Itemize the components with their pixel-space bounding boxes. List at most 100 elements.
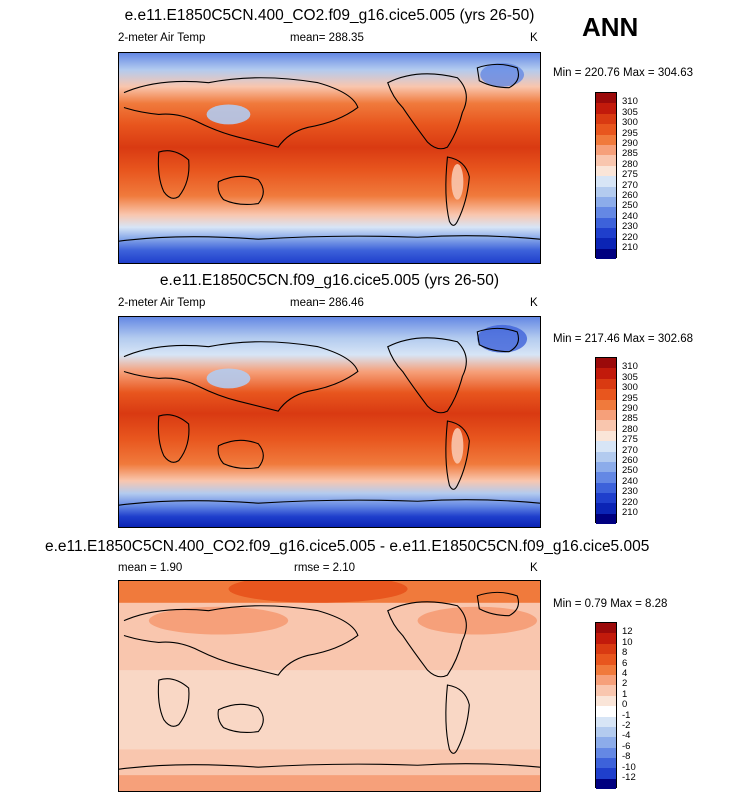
- colorbar-tick-label: 285: [622, 148, 638, 160]
- colorbar-segment: [596, 196, 616, 208]
- colorbar-segment: [596, 758, 616, 769]
- panel-3-map: [118, 580, 541, 792]
- panel-2-map: [118, 316, 541, 528]
- colorbar-tick-label: 210: [622, 507, 638, 518]
- panel-2-coastlines: [119, 327, 540, 506]
- colorbar-tick-label: 260: [622, 190, 638, 201]
- colorbar-segment: [596, 155, 616, 166]
- colorbar-segment: [596, 124, 616, 135]
- panel-1-coastlines: [119, 63, 540, 242]
- colorbar-tick-label: 295: [622, 127, 638, 139]
- colorbar-tick-label: 8: [622, 647, 628, 659]
- colorbar-tick-label: 295: [622, 392, 638, 404]
- colorbar-segment: [596, 685, 616, 696]
- colorbar-segment: [596, 113, 616, 125]
- colorbar-tick-label: 290: [622, 138, 638, 149]
- colorbar-segment: [596, 747, 616, 759]
- colorbar-segment: [596, 207, 616, 218]
- panel-3-coastlines: [119, 591, 540, 770]
- colorbar-tick-label: 230: [622, 221, 638, 233]
- panel-1-mean: mean= 288.35: [290, 32, 364, 44]
- colorbar-tick-label: 12: [622, 626, 633, 638]
- colorbar-tick-label: 270: [622, 179, 638, 191]
- panel-3-rmse: rmse = 2.10: [294, 562, 356, 574]
- colorbar-tick-label: 305: [622, 371, 638, 383]
- colorbar-tick-label: 275: [622, 169, 638, 181]
- colorbar-tick-label: 285: [622, 413, 638, 425]
- colorbar-tick-label: 210: [622, 242, 638, 253]
- colorbar-segment: [596, 399, 616, 410]
- colorbar-tick-label: 4: [622, 668, 628, 679]
- panel-3-units: K: [530, 562, 538, 574]
- colorbar-tick-label: 310: [622, 361, 638, 373]
- colorbar-segment: [596, 768, 616, 779]
- colorbar-segment: [596, 451, 616, 462]
- colorbar-segment: [596, 654, 616, 665]
- colorbar-tick-label: -12: [622, 772, 636, 783]
- colorbar-segment: [596, 674, 616, 686]
- colorbar-tick-label: 10: [622, 636, 633, 648]
- colorbar-segment: [596, 389, 616, 400]
- colorbar-segment: [596, 358, 616, 369]
- colorbar-tick-label: 300: [622, 382, 638, 394]
- colorbar-segment: [596, 176, 616, 187]
- colorbar-segment: [596, 695, 616, 707]
- colorbar-tick-label: 240: [622, 475, 638, 487]
- colorbar-segment: [596, 643, 616, 655]
- colorbar-segment: [596, 503, 616, 514]
- panel-2-units: K: [530, 297, 538, 309]
- colorbar-segment: [596, 238, 616, 249]
- colorbar-tick-label: -10: [622, 761, 636, 773]
- season-label: ANN: [582, 12, 639, 42]
- colorbar-segment: [596, 716, 616, 727]
- colorbar-segment: [596, 165, 616, 177]
- colorbar-segment: [596, 493, 616, 504]
- colorbar-segment: [596, 103, 616, 114]
- panel-1-title: e.e11.E1850C5CN.400_CO2.f09_g16.cice5.00…: [124, 7, 535, 24]
- panel-3-minmax: Min = 0.79 Max = 8.28: [553, 598, 668, 610]
- colorbar-tick-label: 1: [622, 688, 628, 700]
- colorbar-segment: [596, 217, 616, 229]
- panel-2-minmax: Min = 217.46 Max = 302.68: [553, 333, 694, 345]
- colorbar-tick-label: 280: [622, 158, 638, 170]
- colorbar-tick-label: -8: [622, 751, 631, 763]
- colorbar-segment: [596, 472, 616, 483]
- colorbar-segment: [596, 778, 616, 790]
- colorbar-tick-label: 2: [622, 678, 628, 690]
- colorbar-tick-label: 220: [622, 231, 638, 243]
- colorbar-tick-label: 230: [622, 486, 638, 498]
- colorbar-segment: [596, 513, 616, 525]
- panel-2-mean: mean= 286.46: [290, 297, 364, 309]
- colorbar-tick-label: 305: [622, 106, 638, 118]
- panel-1-colorbar: [595, 92, 617, 260]
- colorbar-tick-label: -6: [622, 740, 631, 752]
- panel-1-variable-label: 2-meter Air Temp: [118, 32, 206, 44]
- colorbar-segment: [596, 482, 616, 494]
- colorbar-tick-label: 290: [622, 403, 638, 414]
- colorbar-segment: [596, 144, 616, 156]
- colorbar-segment: [596, 430, 616, 442]
- colorbar-segment: [596, 633, 616, 644]
- colorbar-segment: [596, 93, 616, 104]
- colorbar-segment: [596, 726, 616, 738]
- colorbar-tick-label: 220: [622, 496, 638, 508]
- colorbar-segment: [596, 461, 616, 473]
- colorbar-tick-label: 6: [622, 657, 628, 669]
- colorbar-tick-label: 240: [622, 210, 638, 222]
- panel-3-colorbar: [595, 622, 617, 790]
- colorbar-segment: [596, 664, 616, 675]
- colorbar-segment: [596, 368, 616, 379]
- colorbar-tick-label: 310: [622, 96, 638, 108]
- colorbar-tick-label: -2: [622, 720, 631, 731]
- colorbar-segment: [596, 186, 616, 197]
- panel-2-colorbar: [595, 357, 617, 525]
- panel-2-title: e.e11.E1850C5CN.f09_g16.cice5.005 (yrs 2…: [159, 272, 500, 289]
- colorbar-segment: [596, 737, 616, 748]
- panel-3-title: e.e11.E1850C5CN.400_CO2.f09_g16.cice5.00…: [45, 538, 650, 555]
- panel-3-mean: mean = 1.90: [118, 562, 183, 574]
- colorbar-segment: [596, 378, 616, 390]
- colorbar-segment: [596, 706, 616, 717]
- colorbar-segment: [596, 420, 616, 431]
- colorbar-tick-label: 0: [622, 699, 628, 711]
- colorbar-tick-label: 260: [622, 455, 638, 466]
